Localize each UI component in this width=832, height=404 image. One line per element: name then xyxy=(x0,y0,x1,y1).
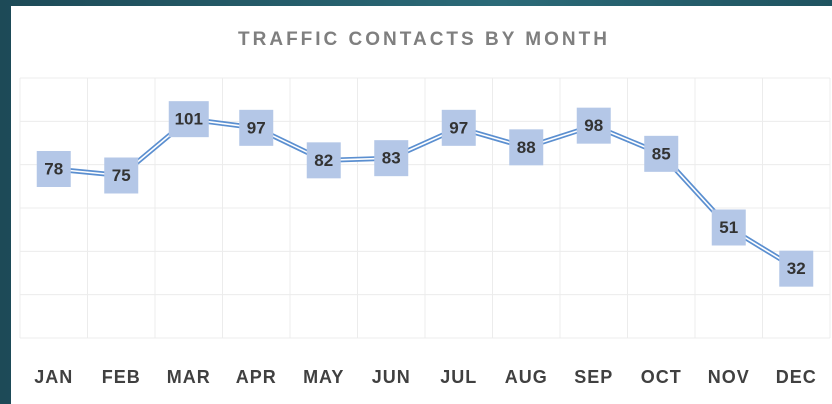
data-label: 51 xyxy=(719,218,738,237)
data-label-box xyxy=(374,140,409,177)
x-tick-label: JUN xyxy=(372,367,411,387)
data-label: 82 xyxy=(314,151,333,170)
x-tick-label: AUG xyxy=(505,367,548,387)
x-tick-label: OCT xyxy=(641,367,682,387)
data-label: 88 xyxy=(517,138,536,157)
data-label: 98 xyxy=(584,116,603,135)
data-label: 101 xyxy=(175,110,203,129)
chart-title: TRAFFIC CONTACTS BY MONTH xyxy=(238,29,610,50)
data-label-box xyxy=(711,209,746,246)
x-tick-label: MAY xyxy=(303,367,344,387)
x-tick-label: JUL xyxy=(440,367,477,387)
data-label-box xyxy=(509,129,544,166)
data-label-box xyxy=(239,109,274,146)
data-label-box xyxy=(168,101,209,138)
data-label-box xyxy=(441,109,476,146)
x-tick-label: APR xyxy=(236,367,277,387)
data-label: 97 xyxy=(247,118,266,137)
data-label: 32 xyxy=(787,259,806,278)
data-label-box xyxy=(644,135,679,172)
data-label: 97 xyxy=(449,118,468,137)
x-tick-label: JAN xyxy=(34,367,73,387)
x-tick-label: NOV xyxy=(708,367,750,387)
data-label: 75 xyxy=(112,166,131,185)
data-label: 78 xyxy=(44,159,63,178)
data-label-box xyxy=(104,157,139,194)
data-label-box xyxy=(306,142,341,179)
x-tick-label: SEP xyxy=(574,367,613,387)
data-label: 85 xyxy=(652,144,671,163)
data-label-box xyxy=(576,107,611,144)
data-label-box xyxy=(36,151,71,187)
x-tick-label: FEB xyxy=(102,367,141,387)
x-tick-label: MAR xyxy=(167,367,211,387)
data-label: 83 xyxy=(382,149,401,168)
x-tick-label: DEC xyxy=(776,367,817,387)
data-label-box xyxy=(779,250,814,287)
